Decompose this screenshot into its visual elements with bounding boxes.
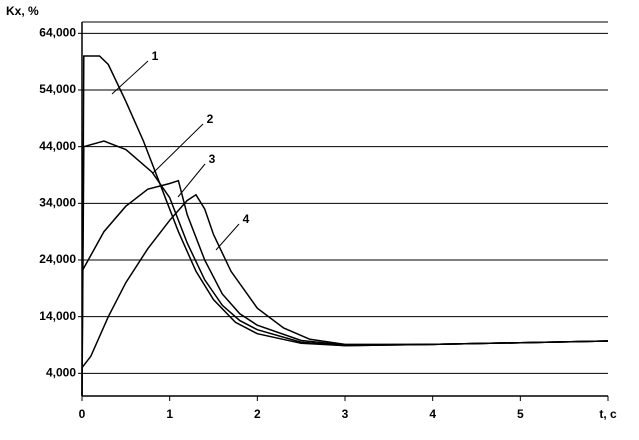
series-label: 1 <box>152 49 159 63</box>
leader-line <box>152 123 204 174</box>
series-label: 3 <box>209 152 216 166</box>
series-label: 4 <box>243 212 250 226</box>
series-label: 2 <box>207 112 214 126</box>
y-tick-label: 14,000 <box>39 309 76 323</box>
series-line <box>81 179 609 346</box>
leader-line <box>177 163 206 198</box>
y-tick-label: 54,000 <box>39 82 76 96</box>
x-tick-label: 5 <box>517 407 524 421</box>
x-tick-label: 2 <box>254 407 261 421</box>
x-tick-label: 0 <box>79 407 86 421</box>
series-line <box>81 193 609 369</box>
series-line <box>81 140 609 397</box>
y-axis-label: Kx, % <box>6 4 39 18</box>
x-tick-label: 1 <box>166 407 173 421</box>
x-tick-label: 4 <box>429 407 436 421</box>
y-tick-label: 4,000 <box>46 366 76 380</box>
leader-line <box>215 223 240 251</box>
y-tick-label: 64,000 <box>39 26 76 40</box>
y-tick-label: 44,000 <box>39 139 76 153</box>
x-tick-label: 3 <box>342 407 349 421</box>
y-tick-label: 34,000 <box>39 196 76 210</box>
y-tick-label: 24,000 <box>39 252 76 266</box>
x-tick-label: t, c <box>599 407 617 421</box>
leader-line <box>111 60 149 95</box>
